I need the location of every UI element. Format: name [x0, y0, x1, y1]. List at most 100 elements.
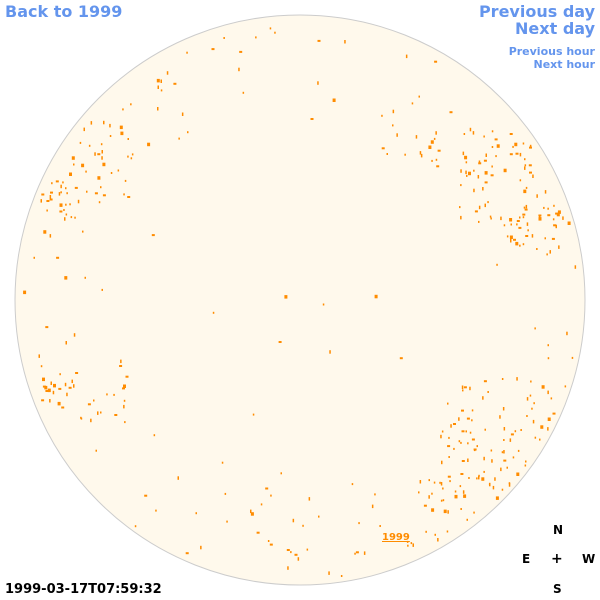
previous-hour-link[interactable]: Previous hour — [508, 45, 595, 58]
active-region-mark — [23, 290, 27, 295]
active-region-mark — [523, 206, 526, 209]
active-region-mark — [120, 359, 122, 364]
active-region-mark — [509, 153, 513, 156]
active-region-mark — [461, 460, 465, 462]
active-region-mark — [544, 190, 547, 194]
active-region-mark — [84, 276, 86, 279]
active-region-mark — [274, 31, 276, 34]
active-region-mark — [420, 153, 423, 158]
active-region-mark — [471, 419, 473, 422]
active-region-mark — [109, 123, 111, 128]
active-region-mark — [536, 248, 538, 250]
back-to-year-link[interactable]: Back to 1999 — [5, 2, 123, 21]
active-region-mark — [516, 220, 520, 222]
next-day-link[interactable]: Next day — [515, 19, 595, 38]
active-region-mark — [358, 522, 360, 525]
active-region-mark — [178, 137, 180, 140]
active-region-mark — [440, 434, 442, 439]
active-region-mark — [223, 37, 225, 39]
active-region-mark — [458, 440, 461, 443]
compass-center: + — [551, 551, 563, 567]
active-region-mark — [123, 404, 125, 409]
active-region-mark — [484, 171, 488, 175]
active-region-mark — [564, 385, 567, 388]
active-region-mark — [460, 169, 462, 173]
active-region-mark — [538, 214, 542, 217]
active-region-mark — [50, 381, 52, 385]
active-region-mark — [98, 201, 101, 204]
active-region-mark — [125, 375, 129, 378]
active-region-mark — [478, 162, 482, 165]
year-label[interactable]: 1999 — [382, 532, 410, 543]
active-region-mark — [94, 192, 98, 195]
active-region-mark — [460, 184, 462, 187]
active-region-mark — [555, 224, 557, 229]
active-region-mark — [45, 390, 49, 392]
active-region-mark — [519, 244, 521, 247]
active-region-mark — [157, 85, 159, 89]
active-region-mark — [155, 509, 157, 512]
active-region-mark — [478, 205, 481, 210]
active-region-mark — [494, 138, 498, 141]
active-region-mark — [396, 133, 398, 137]
active-region-mark — [474, 210, 478, 213]
active-region-mark — [509, 133, 513, 135]
active-region-mark — [510, 223, 512, 226]
active-region-mark — [224, 492, 227, 495]
active-region-mark — [513, 238, 516, 241]
active-region-mark — [519, 216, 521, 219]
active-region-mark — [472, 131, 475, 135]
active-region-mark — [547, 344, 549, 347]
active-region-mark — [437, 149, 441, 152]
active-region-mark — [250, 512, 254, 516]
active-region-mark — [491, 165, 493, 168]
active-region-mark — [510, 433, 514, 436]
active-region-mark — [553, 204, 555, 207]
active-region-mark — [441, 460, 443, 465]
active-region-mark — [482, 187, 484, 191]
active-region-mark — [463, 133, 466, 135]
active-region-mark — [468, 477, 470, 479]
active-region-mark — [499, 415, 501, 419]
active-region-mark — [557, 210, 561, 214]
active-region-mark — [430, 140, 434, 144]
active-region-mark — [433, 137, 436, 140]
active-region-mark — [195, 512, 197, 515]
active-region-mark — [447, 445, 451, 448]
active-region-mark — [297, 557, 300, 561]
active-region-mark — [476, 477, 478, 480]
active-region-mark — [492, 485, 495, 490]
active-region-mark — [532, 419, 535, 424]
active-region-mark — [57, 401, 61, 406]
active-region-mark — [265, 487, 269, 490]
active-region-mark — [255, 36, 257, 39]
active-region-mark — [442, 499, 445, 502]
active-region-mark — [530, 380, 532, 383]
active-region-mark — [524, 208, 528, 211]
active-region-mark — [90, 418, 92, 423]
active-region-mark — [322, 303, 325, 306]
active-region-mark — [483, 135, 485, 138]
active-region-mark — [508, 483, 511, 487]
active-region-mark — [278, 341, 282, 343]
previous-day-link[interactable]: Previous day — [478, 2, 595, 21]
active-region-mark — [302, 524, 304, 527]
active-region-mark — [496, 144, 500, 148]
active-region-mark — [478, 475, 480, 480]
active-region-mark — [64, 276, 68, 280]
next-hour-link[interactable]: Next hour — [533, 58, 596, 71]
active-region-mark — [260, 503, 263, 506]
active-region-mark — [317, 39, 321, 42]
active-region-mark — [58, 192, 61, 196]
active-region-mark — [306, 548, 309, 551]
active-region-mark — [46, 200, 50, 202]
active-region-mark — [252, 413, 255, 416]
active-region-mark — [500, 467, 502, 472]
active-region-mark — [484, 203, 486, 208]
active-region-mark — [69, 203, 71, 206]
active-region-mark — [386, 153, 388, 155]
active-region-mark — [463, 494, 467, 498]
active-region-mark — [433, 481, 436, 484]
active-region-mark — [533, 402, 535, 405]
active-region-mark — [482, 396, 484, 400]
